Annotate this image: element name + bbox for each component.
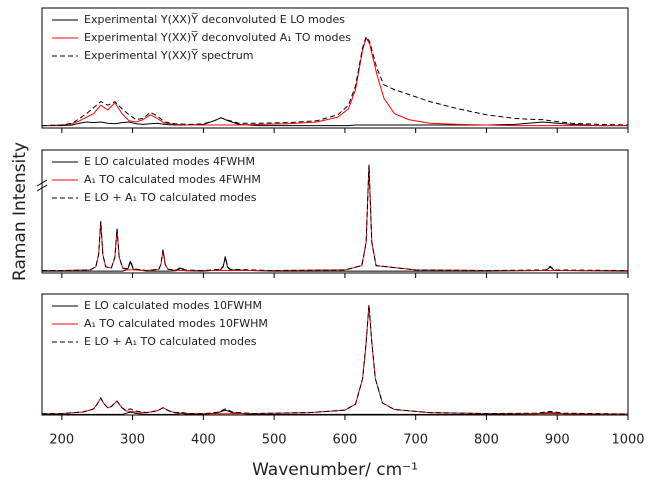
x-tick-label: 700: [403, 433, 428, 448]
plot-frame: [41, 7, 629, 129]
legend-label: E LO calculated modes 4FWHM: [84, 155, 255, 168]
x-tick-label: 400: [191, 433, 216, 448]
legend-label: Experimental Y(XX)Y̅ spectrum: [84, 49, 254, 62]
legend-label: E LO + A₁ TO calculated modes: [84, 191, 257, 204]
legend-label: A₁ TO calculated modes 10FWHM: [84, 317, 268, 330]
x-tick-label: 500: [262, 433, 287, 448]
legend-label: Experimental Y(XX)Y̅ deconvoluted E LO m…: [84, 13, 345, 26]
plot-frame: [41, 293, 629, 416]
legend-label: E LO + A₁ TO calculated modes: [84, 335, 257, 348]
series-line: [42, 164, 629, 272]
legend-label: A₁ TO calculated modes 4FWHM: [84, 173, 261, 186]
series-line: [41, 36, 628, 127]
plot-frame: [41, 149, 629, 274]
series-line: [42, 409, 629, 415]
x-tick-label: 300: [120, 433, 145, 448]
y-axis-label: Raman Intensity: [10, 142, 30, 281]
x-tick-label: 900: [545, 433, 570, 448]
legend-label: Experimental Y(XX)Y̅ deconvoluted A₁ TO …: [84, 31, 351, 44]
x-tick-label: 200: [49, 433, 74, 448]
x-axis-label: Wavenumber/ cm⁻¹: [252, 460, 418, 480]
series-line: [41, 304, 629, 415]
series-line: [42, 256, 629, 272]
x-tick-label: 1000: [611, 433, 644, 448]
x-tick-label: 800: [474, 433, 499, 448]
series-line: [42, 117, 628, 127]
x-tick-label: 600: [332, 433, 357, 448]
legend-label: E LO calculated modes 10FWHM: [84, 299, 262, 312]
